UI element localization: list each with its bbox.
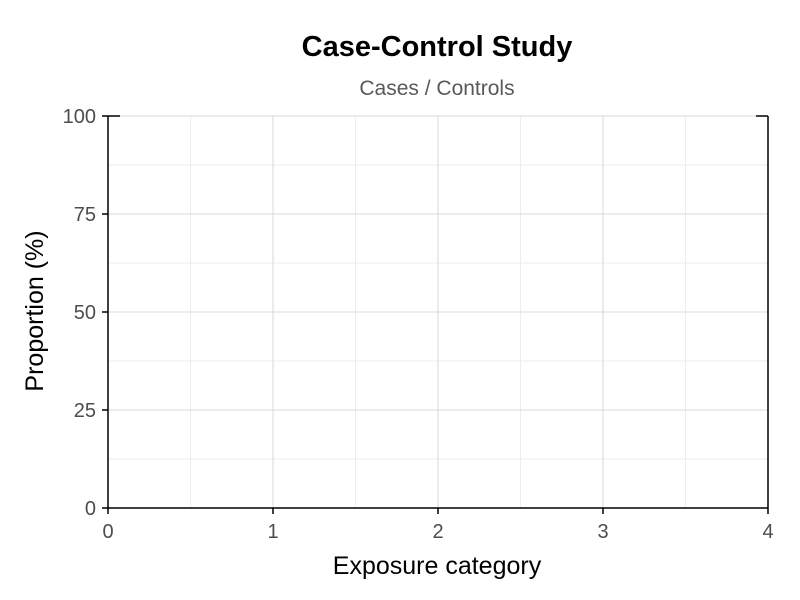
- axes: [102, 115, 769, 514]
- x-tick-label: 4: [762, 521, 773, 543]
- y-tick-label: 25: [74, 400, 96, 422]
- chart-subtitle: Cases / Controls: [359, 77, 514, 100]
- x-tick-label: 0: [102, 521, 113, 543]
- tick-labels: 0 1 2 3 4 0 25 50 75 100: [63, 106, 774, 543]
- chart-title: Case-Control Study: [302, 31, 573, 63]
- y-tick-label: 50: [74, 302, 96, 324]
- y-tick-label: 100: [63, 106, 96, 128]
- y-axis-title: Proportion (%): [21, 230, 49, 391]
- grid-lines: [107, 115, 769, 509]
- y-tick-label: 75: [74, 204, 96, 226]
- x-axis-title: Exposure category: [333, 552, 542, 580]
- x-tick-label: 1: [267, 521, 278, 543]
- y-tick-label: 0: [85, 498, 96, 520]
- x-tick-label: 3: [597, 521, 608, 543]
- x-tick-label: 2: [432, 521, 443, 543]
